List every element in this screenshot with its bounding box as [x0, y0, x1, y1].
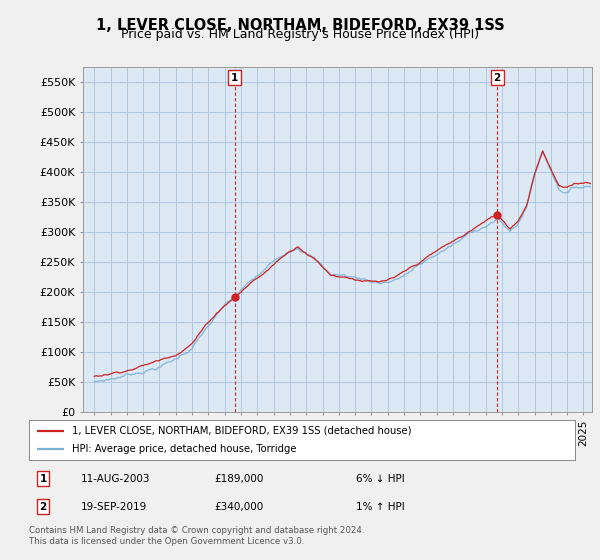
- Text: 19-SEP-2019: 19-SEP-2019: [80, 502, 147, 512]
- Text: 1: 1: [231, 73, 238, 82]
- Text: 1, LEVER CLOSE, NORTHAM, BIDEFORD, EX39 1SS: 1, LEVER CLOSE, NORTHAM, BIDEFORD, EX39 …: [95, 18, 505, 33]
- Text: 6% ↓ HPI: 6% ↓ HPI: [356, 474, 405, 484]
- Text: 1% ↑ HPI: 1% ↑ HPI: [356, 502, 405, 512]
- Text: 1: 1: [40, 474, 47, 484]
- Text: 2: 2: [40, 502, 47, 512]
- Text: 1, LEVER CLOSE, NORTHAM, BIDEFORD, EX39 1SS (detached house): 1, LEVER CLOSE, NORTHAM, BIDEFORD, EX39 …: [73, 426, 412, 436]
- Text: 2: 2: [494, 73, 501, 82]
- Text: Contains HM Land Registry data © Crown copyright and database right 2024.
This d: Contains HM Land Registry data © Crown c…: [29, 526, 364, 546]
- Text: £189,000: £189,000: [214, 474, 264, 484]
- Text: 11-AUG-2003: 11-AUG-2003: [80, 474, 150, 484]
- Text: £340,000: £340,000: [214, 502, 263, 512]
- Text: HPI: Average price, detached house, Torridge: HPI: Average price, detached house, Torr…: [73, 445, 297, 454]
- Text: Price paid vs. HM Land Registry's House Price Index (HPI): Price paid vs. HM Land Registry's House …: [121, 28, 479, 41]
